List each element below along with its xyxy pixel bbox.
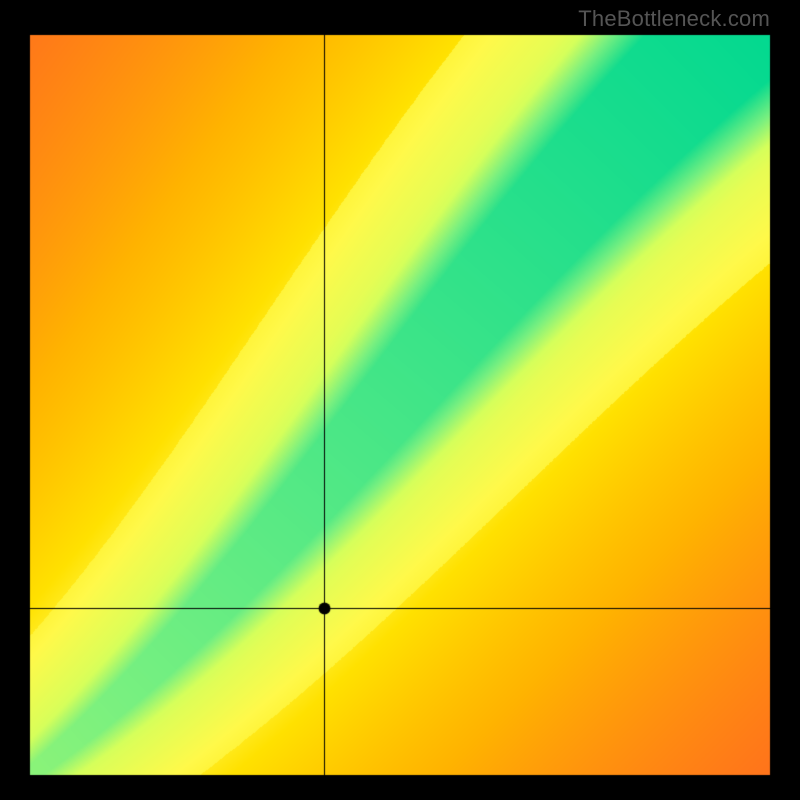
heatmap-canvas	[0, 0, 800, 800]
chart-container: TheBottleneck.com	[0, 0, 800, 800]
watermark-text: TheBottleneck.com	[578, 6, 770, 32]
